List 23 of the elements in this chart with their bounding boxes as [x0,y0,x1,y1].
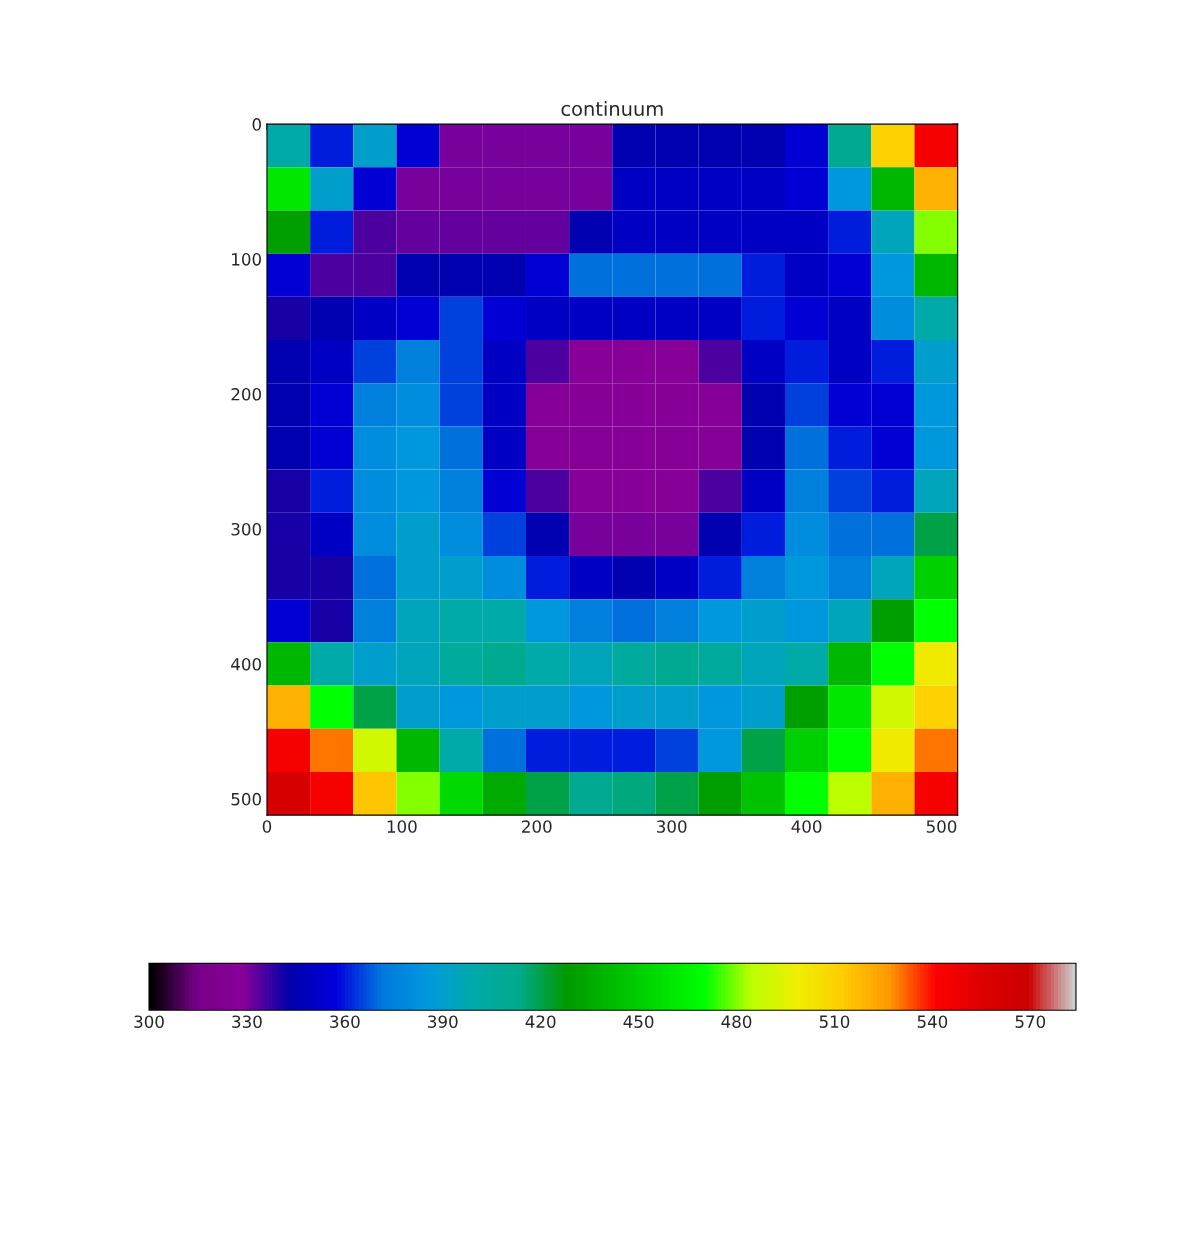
y-tick-label: 400 [231,657,261,671]
x-tick-label: 500 [926,820,957,833]
color-bar-label: 570 [1015,1015,1046,1028]
x-tick-label: 400 [791,820,822,833]
color-bar-label: 390 [428,1015,458,1028]
color-bar-label: 540 [917,1015,948,1028]
y-tick-label: 300 [231,522,261,536]
x-tick-label: 300 [657,820,687,833]
color-bar-label: 300 [134,1015,164,1028]
color-bar-label: 480 [721,1015,752,1028]
color-bar-label: 360 [330,1015,360,1028]
x-tick-label: 0 [262,820,272,833]
y-tick-label: 200 [231,387,261,401]
color-bar-label: 510 [819,1015,850,1028]
color-bar-label: 330 [232,1015,262,1028]
y-tick-label: 0 [252,118,261,131]
color-bar-label: 420 [525,1015,556,1028]
x-tick-label: 200 [522,820,552,833]
y-tick-label: 100 [232,253,261,266]
chart-title: continuum [561,101,663,117]
x-tick-label: 100 [387,820,417,833]
y-tick-label: 500 [231,792,261,806]
color-bar-label: 450 [623,1015,654,1028]
